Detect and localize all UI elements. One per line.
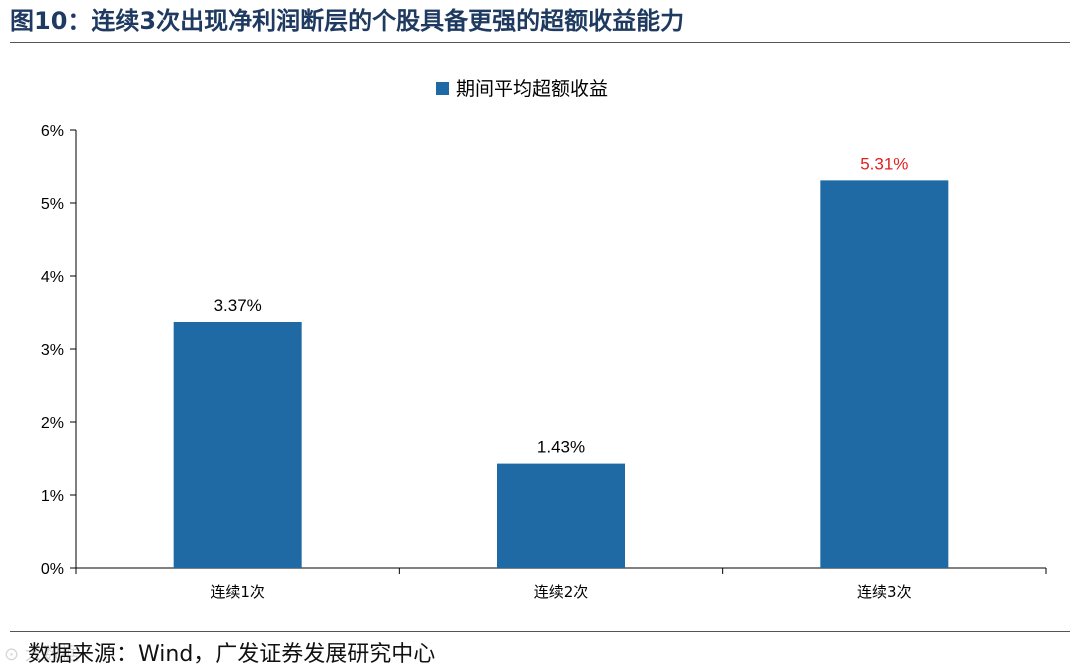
bar xyxy=(173,321,302,568)
bar xyxy=(820,180,949,568)
x-category-label: 连续1次 xyxy=(210,583,265,601)
y-tick-label: 1% xyxy=(41,488,64,505)
data-label: 1.43% xyxy=(537,438,585,457)
y-tick-label: 0% xyxy=(41,561,64,578)
y-axis: 0% 1% 2% 3% 4% 5% 6% xyxy=(41,123,77,578)
watermark: ⊙ 大数据 xyxy=(4,644,79,665)
bar xyxy=(497,463,625,568)
figure-title: 图10：连续3次出现净利润断层的个股具备更强的超额收益能力 xyxy=(10,7,685,35)
y-tick-label: 6% xyxy=(41,123,64,140)
y-tick-label: 5% xyxy=(41,196,64,213)
bar-chart: 期间平均超额收益 0% 1% 2% 3% 4% 5% 6% 连续1次 连续2次 连续3次 3.3… xyxy=(41,78,1047,601)
y-tick-label: 2% xyxy=(41,415,64,432)
legend-swatch xyxy=(436,82,449,95)
y-tick-label: 4% xyxy=(41,269,64,286)
source-note: 数据来源：Wind，广发证券发展研究中心 xyxy=(28,642,436,667)
bars xyxy=(173,180,949,568)
data-labels: 3.37% 1.43% 5.31% xyxy=(214,154,909,456)
title-divider xyxy=(10,42,1070,43)
data-label: 3.37% xyxy=(214,296,262,315)
chart-legend: 期间平均超额收益 xyxy=(436,78,608,100)
x-category-label: 连续3次 xyxy=(857,583,912,601)
x-category-label: 连续2次 xyxy=(534,583,589,601)
legend-label: 期间平均超额收益 xyxy=(456,78,608,100)
data-label: 5.31% xyxy=(860,154,908,173)
source-divider xyxy=(10,631,1070,632)
x-axis: 连续1次 连续2次 连续3次 xyxy=(75,567,1047,601)
y-tick-label: 3% xyxy=(41,342,64,359)
